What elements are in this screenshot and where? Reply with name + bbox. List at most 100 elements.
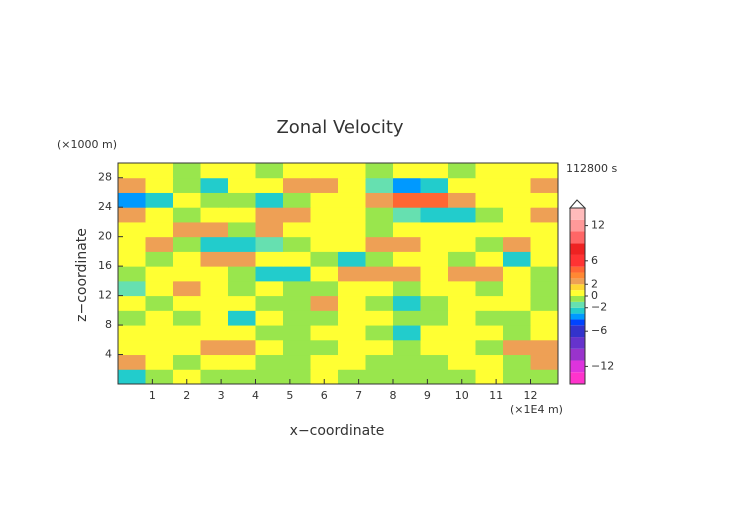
field-cell — [365, 192, 394, 208]
field-cell — [530, 192, 559, 208]
field-cell — [145, 369, 174, 385]
colorbar-tick-label: −6 — [591, 324, 607, 337]
x-tick-label: 6 — [321, 389, 328, 402]
field-cell — [283, 207, 311, 223]
field-cell — [420, 221, 449, 238]
field-cell — [448, 251, 476, 267]
field-cell — [420, 251, 449, 267]
field-cell — [338, 207, 366, 223]
y-tick-label: 4 — [105, 348, 112, 361]
field-cell — [200, 295, 229, 311]
field-cell — [228, 369, 256, 385]
field-cell — [420, 325, 449, 341]
field-cell — [118, 192, 146, 208]
field-cell — [503, 251, 531, 267]
field-cell — [200, 251, 229, 267]
field-cell — [118, 236, 146, 252]
field-cell — [475, 163, 504, 179]
field-cell — [310, 236, 339, 252]
field-cell — [420, 369, 449, 385]
field-cell — [503, 192, 531, 208]
field-cell — [145, 251, 174, 267]
field-cell — [228, 266, 256, 282]
field-cell — [393, 221, 421, 238]
x-tick-label: 1 — [149, 389, 156, 402]
field-cell — [530, 207, 559, 223]
field-cell — [448, 221, 476, 238]
field-cell — [310, 369, 339, 385]
colorbar-swatch — [570, 296, 585, 302]
field-cell — [393, 369, 421, 385]
field-cell — [255, 177, 284, 193]
field-cell — [448, 295, 476, 311]
field-cell — [475, 339, 504, 356]
field-cell — [530, 163, 559, 179]
field-cell — [393, 354, 421, 370]
y-tick-label: 8 — [105, 318, 112, 331]
field-cell — [145, 310, 174, 326]
field-cell — [118, 295, 146, 311]
field-cell — [118, 310, 146, 326]
field-cell — [255, 221, 284, 238]
field-cell — [365, 236, 394, 252]
colorbar-swatch — [570, 284, 585, 291]
field-cell — [393, 192, 421, 208]
colorbar-tick-label: 6 — [591, 254, 598, 267]
field-cell — [475, 295, 504, 311]
field-cell — [118, 369, 146, 385]
colorbar-swatch — [570, 231, 585, 244]
field-cell — [475, 325, 504, 341]
field-cell — [200, 192, 229, 208]
field-cell — [420, 163, 449, 179]
field-cell — [365, 354, 394, 370]
field-cell — [393, 266, 421, 282]
field-cell — [283, 221, 311, 238]
field-cell — [283, 280, 311, 297]
field-cell — [310, 192, 339, 208]
field-cell — [365, 369, 394, 385]
field-cell — [503, 236, 531, 252]
chart-title: Zonal Velocity — [276, 117, 403, 138]
field-cell — [310, 163, 339, 179]
field-cell — [118, 325, 146, 341]
field-cell — [503, 221, 531, 238]
y-tick-label: 16 — [98, 259, 112, 272]
field-cell — [448, 192, 476, 208]
field-cell — [173, 251, 201, 267]
field-cell — [393, 163, 421, 179]
y-axis-label: z−coordinate — [74, 228, 90, 322]
field-cell — [310, 295, 339, 311]
field-cell — [530, 354, 559, 370]
field-cell — [283, 251, 311, 267]
field-cell — [448, 369, 476, 385]
field-cell — [365, 266, 394, 282]
field-cell — [475, 280, 504, 297]
field-cell — [228, 177, 256, 193]
field-cell — [475, 251, 504, 267]
field-cell — [145, 339, 174, 356]
colorbar-swatch — [570, 313, 585, 320]
x-tick-label: 11 — [489, 389, 503, 402]
field-cell — [145, 221, 174, 238]
field-cell — [228, 325, 256, 341]
x-tick-label: 4 — [252, 389, 259, 402]
field-cell — [228, 163, 256, 179]
field-cell — [200, 236, 229, 252]
field-cell — [365, 310, 394, 326]
field-cell — [228, 221, 256, 238]
field-cell — [503, 310, 531, 326]
field-cell — [393, 251, 421, 267]
field-cell — [173, 295, 201, 311]
field-cell — [338, 221, 366, 238]
field-cell — [420, 192, 449, 208]
field-cell — [173, 354, 201, 370]
field-cell — [448, 325, 476, 341]
field-cell — [503, 207, 531, 223]
x-tick-label: 9 — [424, 389, 431, 402]
field-cell — [200, 339, 229, 356]
field-cell — [338, 266, 366, 282]
field-cell — [310, 310, 339, 326]
field-cell — [475, 192, 504, 208]
field-cell — [145, 163, 174, 179]
field-cell — [228, 354, 256, 370]
